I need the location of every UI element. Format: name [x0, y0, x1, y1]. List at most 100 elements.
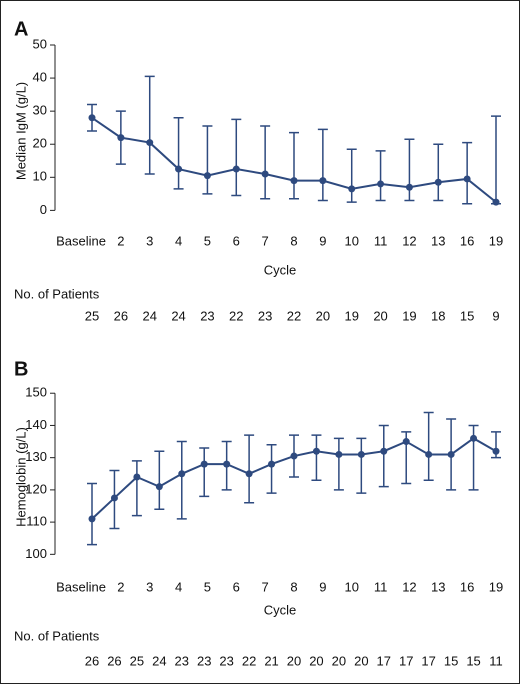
x-tick-label: 19	[489, 233, 503, 248]
y-tick-label: 10	[33, 169, 47, 184]
patient-count: 18	[431, 308, 445, 323]
point	[268, 460, 276, 468]
error-bar	[333, 437, 344, 491]
x-tick-label: 3	[146, 579, 153, 594]
patient-count: 23	[175, 653, 189, 668]
point	[175, 165, 183, 173]
y-tick-label: 150	[25, 385, 47, 400]
patient-count: 25	[85, 308, 99, 323]
point	[425, 450, 433, 458]
patient-count: 25	[130, 653, 144, 668]
x-tick-label: 9	[319, 233, 326, 248]
x-tick-label: 6	[233, 579, 240, 594]
point	[492, 198, 500, 206]
x-axis-label: Cycle	[264, 262, 297, 277]
error-bar	[131, 460, 142, 517]
y-tick-label: 130	[25, 449, 47, 464]
y-tick-label: 30	[33, 103, 47, 118]
point	[203, 172, 211, 180]
x-axis-label: Cycle	[264, 602, 297, 617]
point	[155, 483, 163, 491]
y-tick-label: 110	[26, 514, 47, 529]
error-bar	[311, 434, 322, 481]
x-tick-label: 16	[460, 579, 474, 594]
x-tick-label: 10	[344, 233, 358, 248]
patient-count: 26	[85, 653, 99, 668]
point	[245, 470, 253, 478]
patient-count: 26	[114, 308, 128, 323]
point	[200, 460, 208, 468]
point	[377, 180, 385, 188]
x-tick-label: 4	[175, 233, 182, 248]
patient-count: 23	[200, 308, 214, 323]
panel-label: B	[14, 358, 28, 380]
point	[261, 170, 269, 178]
patient-count: 15	[444, 653, 458, 668]
error-bar	[404, 138, 415, 202]
patient-count: 17	[421, 653, 435, 668]
error-bar	[266, 444, 277, 494]
patient-count: 20	[332, 653, 346, 668]
x-tick-label: 12	[402, 233, 416, 248]
patient-count: 24	[142, 308, 156, 323]
y-tick-label: 140	[25, 417, 47, 432]
error-bar	[231, 118, 242, 197]
patient-count: 20	[373, 308, 387, 323]
patient-count: 24	[152, 653, 166, 668]
point	[290, 452, 298, 460]
x-tick-label: 4	[175, 579, 182, 594]
x-tick-label: 5	[204, 579, 211, 594]
point	[88, 515, 96, 523]
y-tick-label: 100	[25, 546, 47, 561]
x-tick-label: Baseline	[56, 233, 106, 248]
x-tick-label: 3	[146, 233, 153, 248]
error-bar	[260, 125, 271, 200]
error-bar	[176, 440, 187, 520]
error-bar	[317, 128, 328, 202]
error-bar	[491, 115, 501, 205]
patient-count: 22	[287, 308, 301, 323]
patient-count: 11	[489, 653, 503, 668]
x-tick-label: 13	[431, 579, 445, 594]
x-tick-label: 2	[117, 233, 124, 248]
point	[470, 434, 478, 442]
x-tick-label: Baseline	[56, 579, 106, 594]
y-tick-label: 20	[33, 136, 47, 151]
error-bar	[202, 125, 213, 195]
patient-count: 15	[466, 653, 480, 668]
x-tick-label: 12	[402, 579, 416, 594]
patient-count: 22	[229, 308, 243, 323]
patient-count: 20	[287, 653, 301, 668]
error-bar	[433, 143, 444, 202]
patient-count: 9	[492, 308, 499, 323]
y-tick-label: 50	[33, 36, 47, 51]
error-bar	[154, 450, 165, 510]
panel-label: A	[14, 18, 28, 40]
y-tick-label: 120	[25, 481, 47, 496]
patient-count: 19	[402, 308, 416, 323]
patient-count: 15	[460, 308, 474, 323]
patient-count: 20	[316, 308, 330, 323]
error-bar	[87, 482, 97, 546]
point	[463, 175, 471, 183]
point	[312, 447, 320, 455]
patient-count: 19	[344, 308, 358, 323]
point	[447, 450, 455, 458]
point	[357, 450, 365, 458]
y-tick-label: 40	[33, 70, 47, 85]
patient-count: 23	[197, 653, 211, 668]
patient-count: 20	[354, 653, 368, 668]
point	[88, 114, 96, 122]
point	[110, 494, 118, 502]
y-axis-label: Hemoglobin (g/L)	[13, 427, 28, 527]
x-tick-label: 6	[233, 233, 240, 248]
patient-count: 24	[171, 308, 185, 323]
x-tick-label: 2	[117, 579, 124, 594]
point	[223, 460, 231, 468]
error-bar	[289, 131, 299, 200]
patient-count: 23	[219, 653, 233, 668]
point	[117, 134, 125, 142]
error-bar	[423, 411, 434, 481]
x-tick-label: 16	[460, 233, 474, 248]
